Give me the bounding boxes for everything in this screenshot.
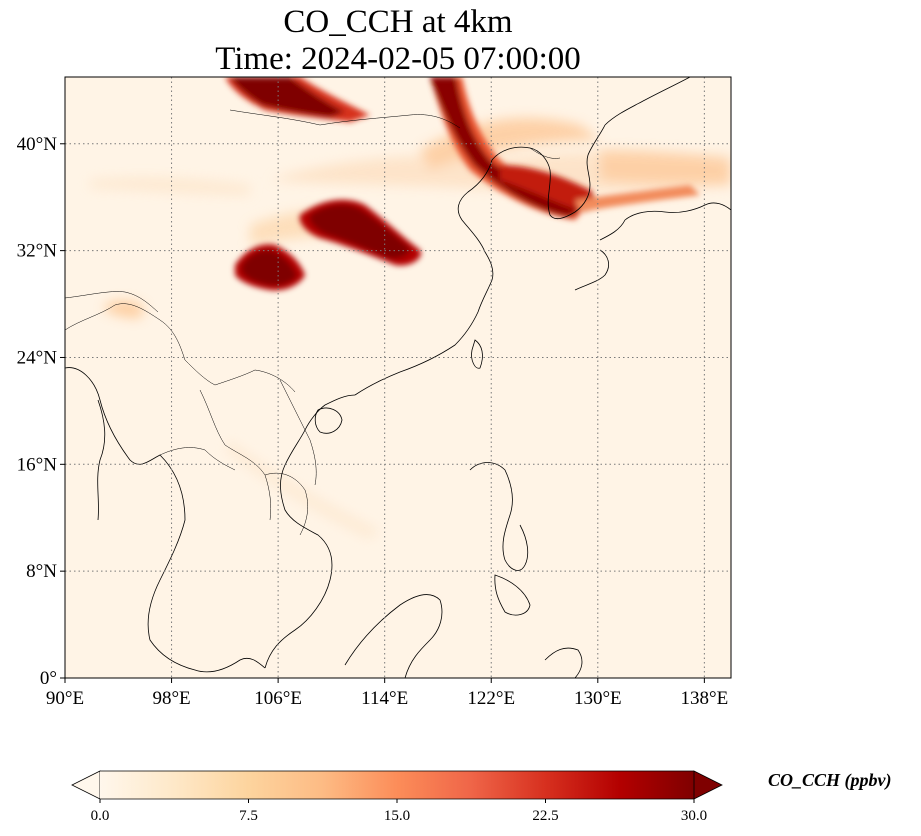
map-title: CO_CCH at 4km: [283, 4, 513, 40]
map-subtitle-time: Time: 2024-02-05 07:00:00: [215, 41, 581, 77]
lon-tick-label: 130°E: [574, 688, 622, 709]
gridlines: [65, 77, 731, 678]
map-panel: [65, 77, 731, 678]
lon-tick-label: 114°E: [361, 688, 408, 709]
colorbar-label: CO_CCH (ppbv): [768, 770, 892, 790]
colorbar-tick-label: 0.0: [91, 808, 110, 824]
lon-tick-label: 90°E: [46, 688, 84, 709]
colorbar-extend-max: [693, 770, 723, 800]
co-concentration-field: [90, 77, 731, 540]
coastlines: [65, 77, 731, 678]
lat-tick-label: 24°N: [17, 347, 58, 368]
longitude-axis: 90°E 98°E 106°E 114°E 122°E 130°E 138°E: [46, 678, 728, 709]
colorbar-gradient: [100, 771, 694, 799]
colorbar-tick-label: 15.0: [384, 808, 410, 824]
lat-tick-label: 40°N: [17, 134, 58, 155]
country-borders: [65, 109, 561, 536]
colorbar-tick-label: 7.5: [239, 808, 258, 824]
map-frame: [64, 76, 732, 679]
lat-tick-label: 32°N: [17, 241, 58, 262]
lon-tick-label: 122°E: [467, 688, 515, 709]
colorbar-tick-label: 22.5: [532, 808, 558, 824]
lon-tick-label: 98°E: [152, 688, 190, 709]
lat-tick-label: 0°: [40, 668, 57, 689]
colorbar: 0.0 7.5 15.0 22.5 30.0: [71, 770, 723, 824]
lon-tick-label: 138°E: [681, 688, 729, 709]
colorbar-tick-label: 30.0: [681, 808, 707, 824]
colorbar-extend-min: [71, 770, 101, 800]
lat-tick-label: 8°N: [26, 561, 57, 582]
lat-tick-label: 16°N: [17, 454, 58, 475]
latitude-axis: 0° 8°N 16°N 24°N 32°N 40°N: [17, 134, 65, 689]
colorbar-ticks: 0.0 7.5 15.0 22.5 30.0: [91, 799, 707, 824]
lon-tick-label: 106°E: [254, 688, 302, 709]
